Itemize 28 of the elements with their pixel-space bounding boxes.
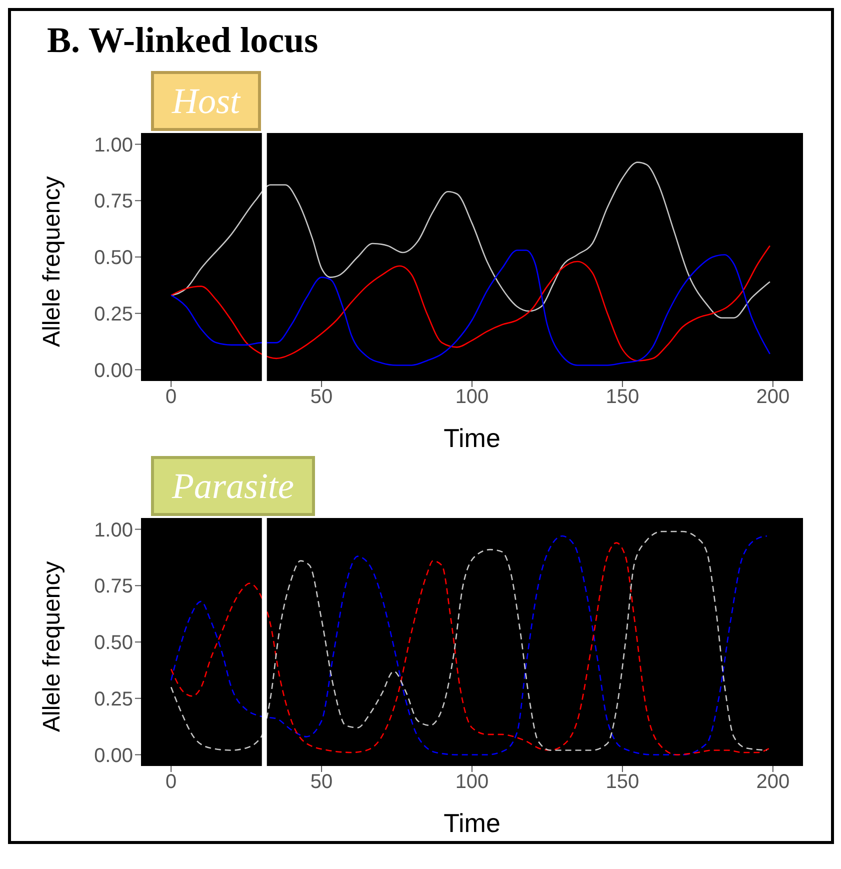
chart-subtitle: Host xyxy=(151,71,262,131)
x-tick-label: 50 xyxy=(310,386,333,408)
y-tick-label: 0.00 xyxy=(94,360,133,382)
x-axis-title: Time xyxy=(444,808,500,838)
y-axis-title: Allele frequency xyxy=(38,561,66,732)
y-tick-label: 0.25 xyxy=(94,688,133,710)
y-tick-label: 0.75 xyxy=(94,190,133,213)
x-tick-label: 150 xyxy=(606,771,640,794)
chart-title: B. W-linked locus xyxy=(47,19,320,62)
y-tick-label: 1.00 xyxy=(94,134,133,156)
y-tick-label: 1.00 xyxy=(94,519,133,542)
x-tick-label: 0 xyxy=(166,386,177,408)
y-axis-title: Allele frequency xyxy=(38,176,66,347)
y-tick-label: 0.25 xyxy=(94,303,133,326)
x-axis-title: Time xyxy=(444,423,500,453)
y-tick-label: 0.50 xyxy=(94,632,133,654)
x-tick-label: 50 xyxy=(310,771,333,794)
line-series xyxy=(170,162,771,319)
y-tick-label: 0.75 xyxy=(94,576,133,598)
x-tick-label: 200 xyxy=(756,771,790,794)
chart-title: Parasite xyxy=(151,456,315,516)
x-tick-label: 0 xyxy=(166,771,177,794)
x-tick-label: 100 xyxy=(455,771,489,794)
y-tick-label: 0.00 xyxy=(94,744,133,767)
x-tick-label: 100 xyxy=(455,386,489,408)
x-tick-label: 150 xyxy=(606,386,640,408)
y-tick-label: 0.50 xyxy=(94,247,133,270)
x-tick-label: 200 xyxy=(756,386,790,408)
